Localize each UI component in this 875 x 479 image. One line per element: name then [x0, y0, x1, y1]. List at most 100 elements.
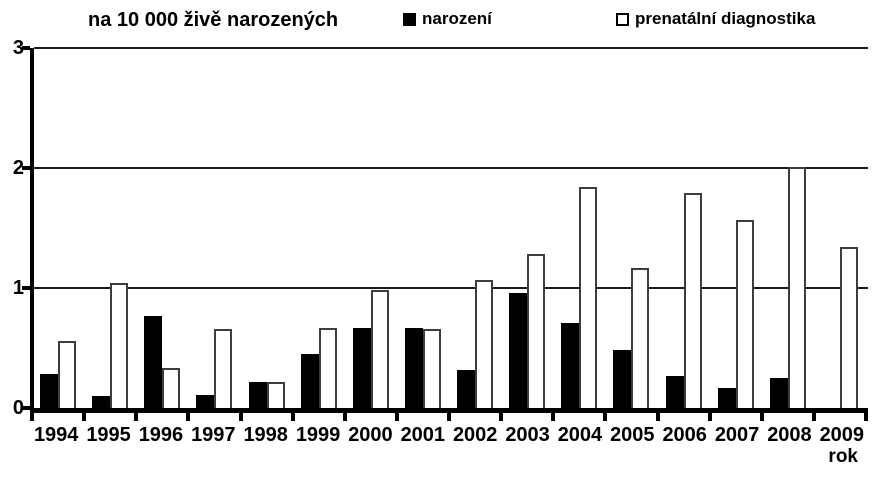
x-axis-title: rok: [828, 446, 858, 467]
x-tick-label: 2003: [505, 424, 550, 446]
bar-prenatalni-diagnostika-1995: [110, 283, 129, 408]
y-tick-mark: [22, 406, 30, 410]
bar-prenatalni-diagnostika-2007: [735, 219, 754, 408]
x-tick-label: 2008: [767, 424, 812, 446]
bar-group-2000: [347, 48, 399, 408]
bar-prenatalni-diagnostika-2000: [370, 290, 389, 408]
bar-prenatalni-diagnostika-2003: [527, 254, 546, 408]
x-tick-label: 2004: [557, 424, 603, 446]
gridline-3: [34, 47, 868, 49]
x-tick-label: 2006: [662, 424, 707, 446]
bar-narozeni-2006: [665, 375, 684, 408]
x-tick-label: 1994: [33, 424, 79, 446]
bar-group-2002: [451, 48, 503, 408]
x-tick-mark: [290, 413, 295, 421]
gridline-1: [34, 287, 868, 289]
x-axis-labels: 1994 1995 1996 1997 1998 1999 2000 2001 2002 2003…: [30, 424, 868, 447]
bar-narozeni-2008: [769, 378, 788, 408]
bar-group-2007: [712, 48, 764, 408]
bar-narozeni-2004: [561, 322, 580, 408]
x-tick-label: 1997: [191, 424, 236, 446]
x-tick-mark: [603, 413, 608, 421]
gridline-2: [34, 167, 868, 169]
bar-narozeni-2003: [509, 292, 528, 408]
bar-narozeni-2001: [404, 327, 423, 408]
bar-group-1998: [243, 48, 295, 408]
bar-prenatalni-diagnostika-1994: [58, 340, 76, 408]
legend-item-prenatalni-diagnostika: prenatální diagnostika: [616, 9, 815, 29]
bar-narozeni-1996: [144, 315, 163, 408]
x-tick-mark: [394, 413, 399, 421]
bar-group-2009: [816, 48, 868, 408]
legend-swatch-white-icon: [616, 12, 629, 26]
bar-prenatalni-diagnostika-2006: [683, 193, 702, 408]
x-tick-mark: [655, 413, 660, 421]
bar-narozeni-1995: [92, 396, 111, 408]
x-tick-mark: [499, 413, 504, 421]
bar-narozeni-2002: [457, 369, 475, 408]
bar-group-2005: [607, 48, 659, 408]
plot-area: [34, 47, 868, 408]
chart-title: na 10 000 živě narozených: [88, 9, 339, 31]
bar-narozeni-1999: [300, 354, 319, 408]
y-tick-label: 2: [12, 157, 24, 179]
bar-prenatalni-diagnostika-2004: [579, 187, 598, 408]
legend-label: prenatální diagnostika: [635, 9, 816, 28]
x-tick-label: 1999: [295, 424, 341, 446]
x-tick-label: 2002: [452, 424, 498, 446]
legend-swatch-black-icon: [403, 12, 416, 26]
bar-group-1997: [190, 48, 242, 408]
y-tick-label: 0: [12, 397, 24, 419]
bar-group-1995: [86, 48, 138, 408]
x-tick-label: 2007: [714, 424, 760, 446]
legend-label: narození: [422, 9, 492, 28]
legend-item-narozeni: narození: [403, 9, 492, 29]
x-tick-label: 1998: [243, 424, 288, 446]
x-tick-mark: [238, 413, 243, 421]
x-tick-label: 1996: [138, 424, 184, 446]
bar-group-1994: [34, 48, 86, 408]
x-tick-mark: [134, 413, 139, 421]
y-axis-line: [30, 48, 34, 413]
x-tick-mark: [811, 413, 816, 421]
bar-narozeni-1994: [40, 374, 58, 408]
bar-prenatalni-diagnostika-2002: [475, 279, 493, 408]
x-tick-mark: [551, 413, 556, 421]
x-tick-label: 2005: [610, 424, 655, 446]
x-axis-line: [30, 408, 868, 413]
bar-narozeni-2007: [717, 387, 736, 408]
bar-narozeni-1997: [196, 394, 215, 408]
x-tick-mark: [864, 413, 868, 421]
bar-group-1999: [295, 48, 347, 408]
bar-group-2003: [503, 48, 555, 408]
y-tick-mark: [22, 166, 30, 170]
bar-prenatalni-diagnostika-1998: [266, 381, 285, 408]
x-tick-mark: [342, 413, 347, 421]
y-tick-mark: [22, 46, 30, 50]
x-tick-mark: [447, 413, 451, 421]
bar-prenatalni-diagnostika-2001: [422, 328, 441, 408]
y-tick-label: 1: [12, 277, 24, 299]
bar-group-2001: [399, 48, 451, 408]
bar-prenatalni-diagnostika-1996: [162, 368, 181, 408]
y-tick-label: 3: [12, 37, 24, 59]
bar-prenatalni-diagnostika-2009: [839, 247, 858, 408]
bar-narozeni-2000: [352, 327, 371, 408]
bar-prenatalni-diagnostika-1999: [318, 327, 337, 408]
bar-group-2004: [555, 48, 607, 408]
x-tick-mark: [186, 413, 191, 421]
bar-group-2008: [764, 48, 816, 408]
bar-narozeni-1998: [248, 381, 267, 408]
x-tick-label: 2001: [400, 424, 446, 446]
x-tick-label: 2009: [819, 424, 865, 446]
bar-prenatalni-diagnostika-2008: [787, 166, 806, 408]
bar-group-2006: [660, 48, 712, 408]
y-tick-mark: [22, 286, 30, 290]
x-tick-label: 1995: [86, 424, 131, 446]
x-tick-mark: [759, 413, 764, 421]
x-tick-mark: [30, 413, 34, 421]
x-tick-mark: [82, 413, 87, 421]
bar-group-1996: [138, 48, 190, 408]
bars: [34, 48, 868, 408]
